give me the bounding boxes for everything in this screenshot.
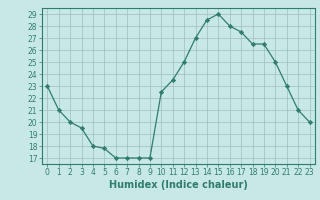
X-axis label: Humidex (Indice chaleur): Humidex (Indice chaleur) (109, 180, 248, 190)
